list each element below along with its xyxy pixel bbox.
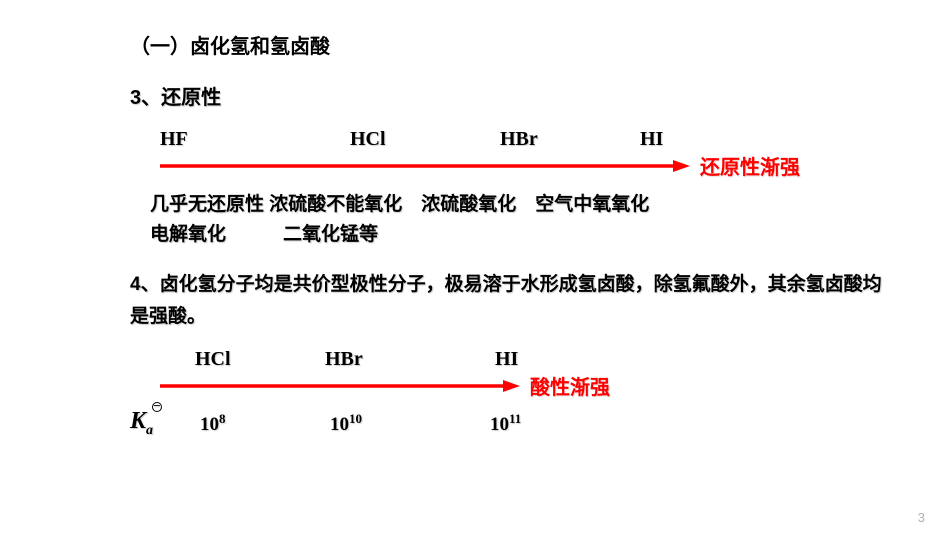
arrow-label-1: 还原性渐强 <box>700 151 800 180</box>
ka-sub: a <box>146 423 153 438</box>
formula2-hbr: HBr <box>325 348 495 371</box>
ka-symbol: Ka − <box>130 408 180 439</box>
ka-val-3: 1011 <box>490 411 521 436</box>
ka-values: 108 1010 1011 <box>200 411 521 436</box>
formula-hf: HF <box>160 128 350 151</box>
formula2-hi: HI <box>495 348 518 371</box>
formula-row-1: HF HCl HBr HI <box>160 128 890 151</box>
arrow-icon <box>160 377 520 395</box>
ka-val-1: 108 <box>200 411 330 436</box>
formula2-hcl: HCl <box>195 348 325 371</box>
desc-line-1: 几乎无还原性 浓硫酸不能氧化 浓硫酸氧化 空气中氧氧化 <box>150 190 890 220</box>
formula-hbr: HBr <box>500 128 640 151</box>
arrow-icon <box>160 157 690 175</box>
section4-paragraph: 4、卤化氢分子均是共价型极性分子，极易溶于水形成氢卤酸，除氢氟酸外，其余氢卤酸均… <box>130 269 890 334</box>
formula-hi: HI <box>640 128 663 151</box>
arrow-row-2: 酸性渐强 <box>160 371 890 400</box>
formula-hcl: HCl <box>350 128 500 151</box>
section3-title: 3、还原性 <box>130 81 890 110</box>
ka-val-2: 1010 <box>330 411 490 436</box>
page-number: 3 <box>918 510 925 525</box>
ka-k: K <box>130 408 146 434</box>
desc-line-2: 电解氧化 二氧化锰等 <box>150 220 890 250</box>
main-heading: （一）卤化氢和氢卤酸 <box>130 30 890 59</box>
ka-row: Ka − 108 1010 1011 <box>130 408 890 439</box>
ka-sup: − <box>152 402 162 412</box>
arrow-label-2: 酸性渐强 <box>530 371 610 400</box>
formula-row-2: HCl HBr HI <box>195 348 890 371</box>
arrow-row-1: 还原性渐强 <box>160 151 890 180</box>
